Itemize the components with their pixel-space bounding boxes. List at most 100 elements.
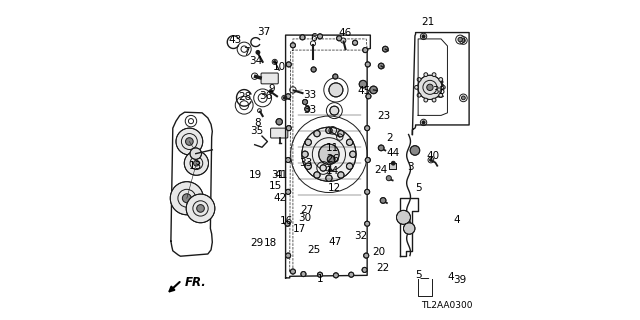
Circle shape bbox=[314, 172, 320, 178]
Circle shape bbox=[359, 80, 367, 88]
Circle shape bbox=[302, 151, 308, 157]
Circle shape bbox=[415, 85, 419, 89]
Circle shape bbox=[365, 189, 370, 195]
Circle shape bbox=[319, 144, 339, 164]
Text: 22: 22 bbox=[376, 263, 390, 273]
Text: 33: 33 bbox=[303, 105, 316, 115]
Circle shape bbox=[424, 73, 428, 76]
Text: 20: 20 bbox=[372, 247, 385, 257]
Circle shape bbox=[317, 272, 323, 277]
Text: 34: 34 bbox=[249, 56, 262, 66]
Text: 11: 11 bbox=[326, 143, 339, 153]
Circle shape bbox=[403, 223, 415, 234]
Circle shape bbox=[326, 127, 332, 133]
Circle shape bbox=[311, 67, 316, 72]
Bar bbox=[390, 163, 396, 169]
Circle shape bbox=[349, 272, 354, 277]
Circle shape bbox=[291, 269, 296, 274]
Circle shape bbox=[333, 74, 338, 79]
Circle shape bbox=[333, 273, 339, 278]
Circle shape bbox=[338, 172, 344, 178]
Circle shape bbox=[461, 96, 465, 100]
Circle shape bbox=[184, 151, 209, 175]
Bar bbox=[390, 163, 396, 169]
Text: 23: 23 bbox=[377, 111, 390, 121]
Text: 14: 14 bbox=[326, 166, 339, 176]
Circle shape bbox=[256, 50, 260, 54]
Circle shape bbox=[364, 253, 369, 258]
Text: 1: 1 bbox=[317, 274, 323, 284]
Circle shape bbox=[424, 98, 428, 102]
Text: 5: 5 bbox=[415, 270, 422, 280]
Circle shape bbox=[366, 94, 371, 99]
Circle shape bbox=[305, 139, 312, 146]
Circle shape bbox=[286, 125, 291, 131]
Circle shape bbox=[378, 63, 384, 69]
Text: 25: 25 bbox=[307, 245, 320, 255]
Text: 32: 32 bbox=[354, 231, 367, 241]
Circle shape bbox=[186, 138, 193, 145]
Circle shape bbox=[338, 130, 344, 137]
Circle shape bbox=[326, 175, 332, 181]
Circle shape bbox=[396, 210, 410, 224]
Circle shape bbox=[353, 40, 358, 45]
Circle shape bbox=[285, 157, 291, 163]
Circle shape bbox=[285, 221, 290, 226]
Circle shape bbox=[286, 62, 291, 67]
Text: 26: 26 bbox=[326, 154, 339, 164]
Text: 9: 9 bbox=[268, 84, 275, 94]
Circle shape bbox=[427, 84, 433, 91]
Text: 6: 6 bbox=[310, 33, 317, 43]
Text: 38: 38 bbox=[432, 85, 445, 96]
Text: 18: 18 bbox=[264, 238, 277, 248]
Text: 44: 44 bbox=[386, 148, 399, 158]
FancyBboxPatch shape bbox=[271, 128, 288, 138]
Text: 21: 21 bbox=[422, 17, 435, 28]
Text: 33: 33 bbox=[299, 157, 312, 168]
Text: 16: 16 bbox=[280, 216, 293, 226]
Circle shape bbox=[276, 119, 282, 125]
Circle shape bbox=[365, 157, 371, 163]
Circle shape bbox=[301, 271, 306, 276]
Circle shape bbox=[317, 34, 323, 39]
Circle shape bbox=[410, 146, 420, 155]
Text: 39: 39 bbox=[454, 276, 467, 285]
Text: 47: 47 bbox=[329, 237, 342, 247]
Text: 5: 5 bbox=[415, 183, 422, 193]
Circle shape bbox=[329, 83, 343, 97]
Circle shape bbox=[186, 194, 215, 223]
Circle shape bbox=[349, 151, 356, 157]
Circle shape bbox=[363, 48, 368, 52]
Circle shape bbox=[432, 73, 436, 76]
Circle shape bbox=[362, 268, 367, 272]
Text: 28: 28 bbox=[239, 92, 252, 102]
Circle shape bbox=[439, 93, 443, 97]
Circle shape bbox=[193, 160, 199, 166]
Text: 27: 27 bbox=[301, 205, 314, 215]
Circle shape bbox=[300, 35, 305, 40]
Text: 24: 24 bbox=[374, 165, 387, 175]
Text: 42: 42 bbox=[273, 193, 287, 203]
Text: FR.: FR. bbox=[185, 276, 207, 289]
Circle shape bbox=[305, 107, 310, 112]
FancyBboxPatch shape bbox=[261, 73, 278, 84]
Text: 41: 41 bbox=[275, 170, 288, 180]
Circle shape bbox=[182, 194, 191, 203]
Circle shape bbox=[458, 37, 463, 42]
Text: 4: 4 bbox=[447, 272, 454, 282]
Circle shape bbox=[269, 90, 273, 93]
Circle shape bbox=[330, 106, 339, 115]
Circle shape bbox=[442, 85, 445, 89]
Circle shape bbox=[429, 159, 432, 161]
Text: TL2AA0300: TL2AA0300 bbox=[420, 301, 472, 310]
Text: 12: 12 bbox=[328, 183, 341, 193]
Circle shape bbox=[285, 189, 291, 195]
Circle shape bbox=[170, 182, 204, 215]
Text: 35: 35 bbox=[250, 126, 264, 136]
Text: 45: 45 bbox=[357, 85, 371, 96]
Circle shape bbox=[196, 204, 204, 212]
Text: 3: 3 bbox=[408, 162, 414, 172]
Circle shape bbox=[285, 94, 291, 99]
Circle shape bbox=[346, 139, 353, 146]
Text: 46: 46 bbox=[338, 28, 351, 38]
